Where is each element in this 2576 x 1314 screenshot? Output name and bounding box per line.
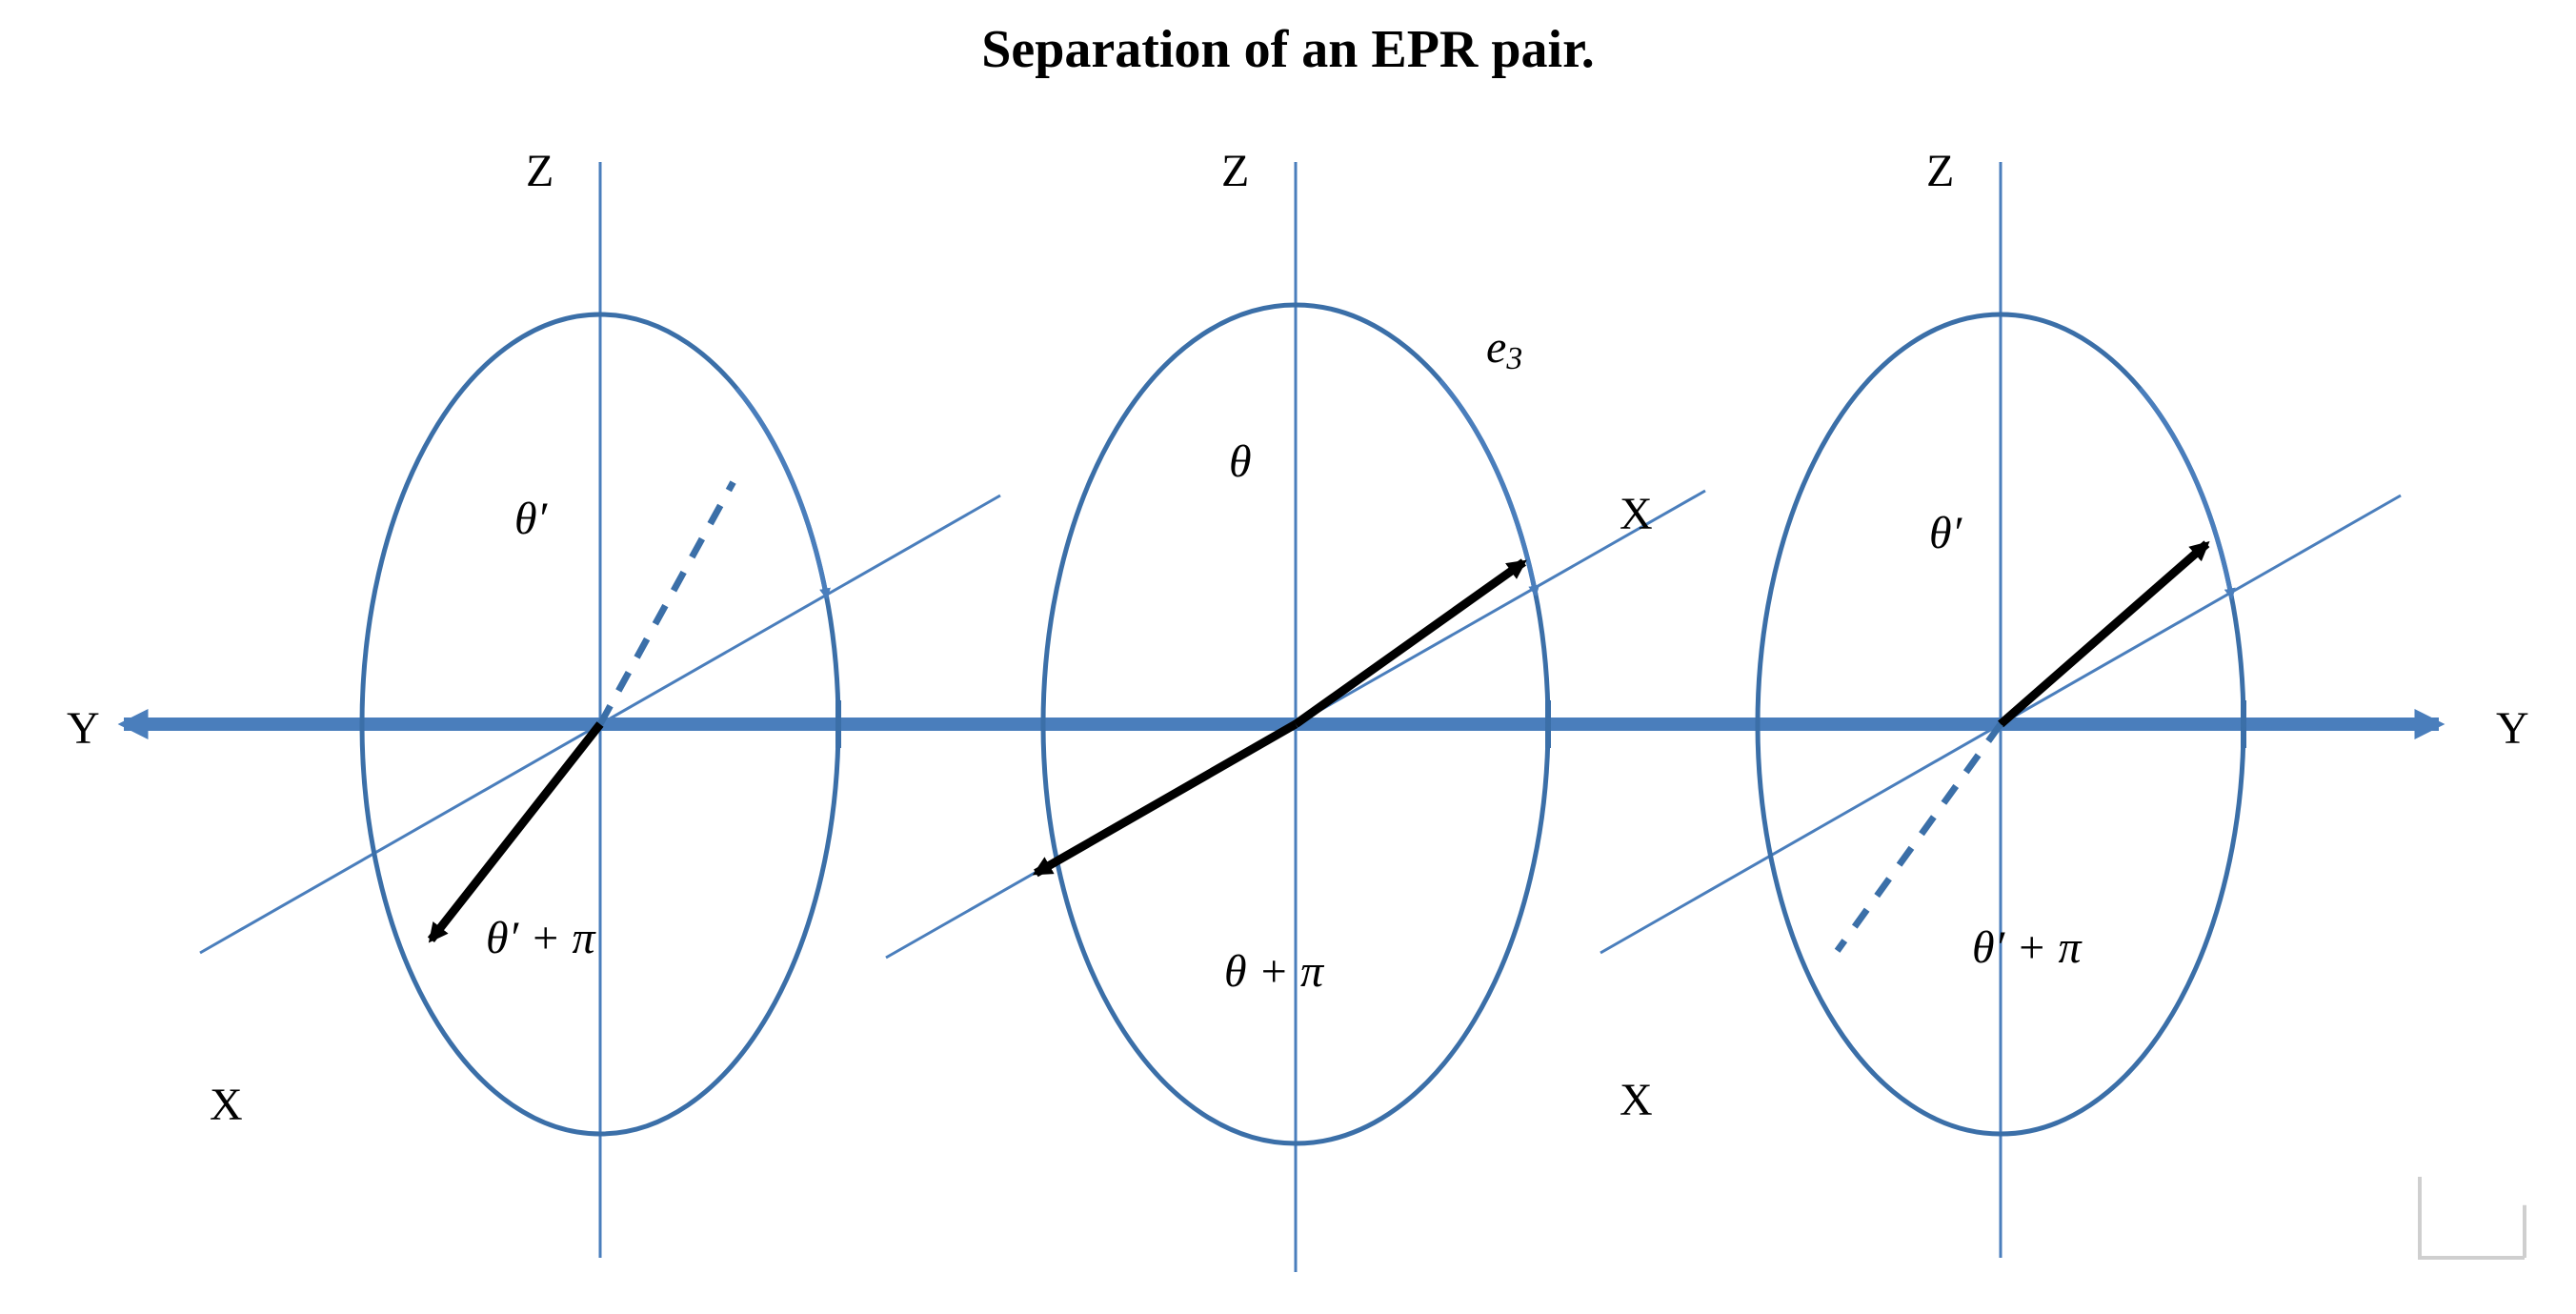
vector-label-right-1: θ′ + π [1972, 922, 2083, 973]
e3-label: e3 [1486, 322, 1522, 376]
panel-left: Z Xθ′ θ′ + π [200, 146, 1000, 1258]
page-root: Separation of an EPR pair. YYZXθ′θ′ + πZ… [0, 0, 2576, 1314]
x-axis-label-middle: X [1620, 489, 1653, 539]
vector-left-0 [600, 482, 734, 724]
corner-mark [2420, 1177, 2525, 1258]
vector-label-left-1: θ′ + π [486, 913, 596, 963]
vector-middle-0 [1296, 562, 1523, 724]
vector-left-1 [431, 724, 600, 940]
z-axis-label-left: Z [526, 146, 553, 196]
vector-label-right-0: θ′ [1929, 508, 1963, 558]
y-axis-label-left: Y [67, 703, 100, 754]
panel-middle: Z Xθ θ + π e3 [886, 146, 1705, 1272]
vector-right-1 [1838, 724, 2001, 951]
panel-right: Z Xθ′ θ′ + π [1600, 146, 2401, 1258]
vector-right-0 [2001, 544, 2206, 724]
z-axis-label-middle: Z [1221, 146, 1249, 196]
y-axis-label-right: Y [2496, 703, 2529, 754]
x-axis-label-right: X [1620, 1075, 1653, 1125]
z-axis-label-right: Z [1926, 146, 1954, 196]
vector-label-left-0: θ′ [514, 494, 549, 544]
rotation-arrow-left [736, 389, 826, 597]
vector-label-middle-0: θ [1229, 436, 1252, 487]
x-axis-label-left: X [210, 1080, 243, 1130]
vector-middle-1 [1036, 724, 1296, 873]
vector-label-middle-1: θ + π [1224, 946, 1325, 997]
epr-diagram-svg: Y Y Z Xθ′ θ′ + π Z Xθ θ + π e3 Z Xθ′ θ′ + π [0, 0, 2576, 1314]
